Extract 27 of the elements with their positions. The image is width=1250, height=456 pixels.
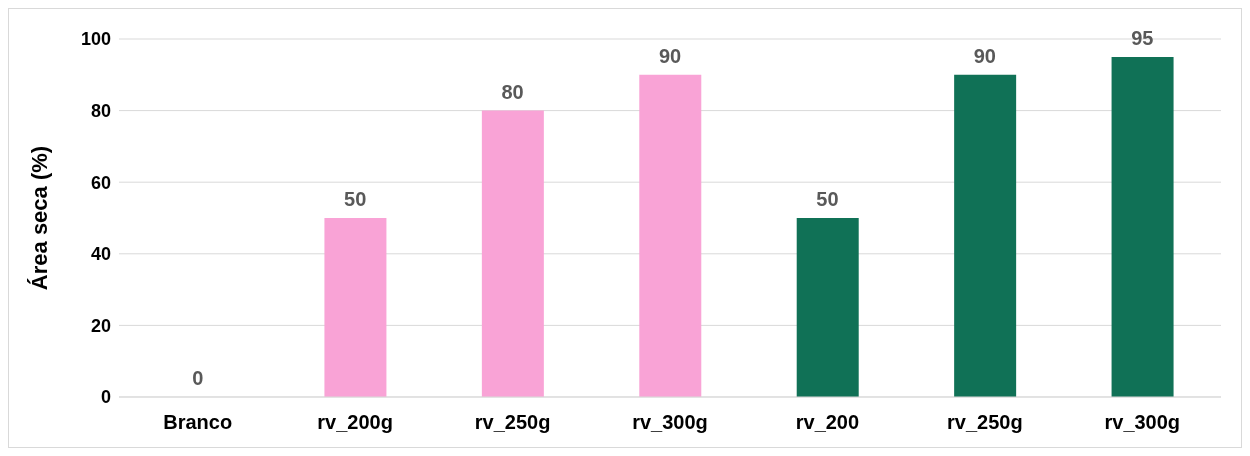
bar [954,74,1017,397]
data-label: 90 [658,44,682,67]
y-tick-label: 20 [90,315,111,336]
data-label: 95 [1131,26,1154,49]
bar [1111,56,1174,397]
x-tick-label: rv_250g [474,411,551,434]
x-tick-label: rv_250g [947,411,1023,434]
bar [639,74,702,397]
x-tick-label: rv_300g [632,411,708,434]
data-label: 80 [501,80,524,103]
bar [324,218,387,397]
x-tick-label: rv_200g [317,411,393,434]
y-tick-label: 80 [90,100,111,121]
bar [481,110,544,397]
y-tick-label: 60 [90,172,111,193]
data-label: 0 [192,367,204,389]
x-tick-label: rv_200 [795,411,860,434]
data-label: 50 [816,188,839,210]
y-tick-label: 40 [90,244,111,265]
data-label: 50 [344,188,367,210]
data-label: 90 [973,44,996,67]
x-tick-label: Branco [163,411,233,434]
bar [796,218,859,397]
y-tick-label: 0 [100,387,111,408]
y-tick-label: 100 [80,29,111,50]
y-axis-title: Área seca (%) [26,145,52,291]
x-tick-label: rv_300g [1104,411,1181,434]
